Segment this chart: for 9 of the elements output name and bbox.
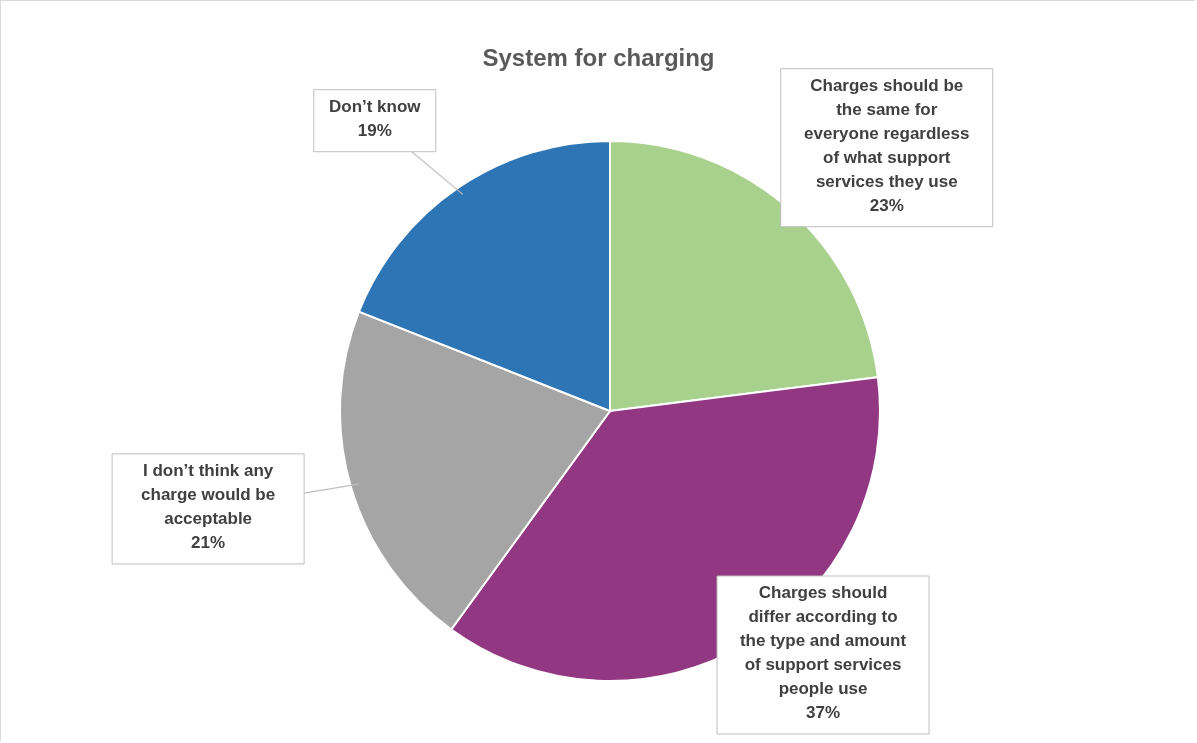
- slice-label: Charges should be the same for everyone regardless of what support services they use: [804, 75, 970, 191]
- slice-label: Don’t know: [328, 96, 422, 116]
- data-label: 37%: [806, 703, 841, 722]
- data-label: 19%: [357, 120, 392, 140]
- slice-label: Charges should differ according to the type and amount of support services people use: [739, 583, 907, 698]
- data-label: 21%: [191, 532, 226, 552]
- chart-title: System for charging: [482, 44, 715, 71]
- data-label: 23%: [869, 195, 904, 215]
- slice-label: I don’t think any charge would be acceptable: [141, 460, 276, 528]
